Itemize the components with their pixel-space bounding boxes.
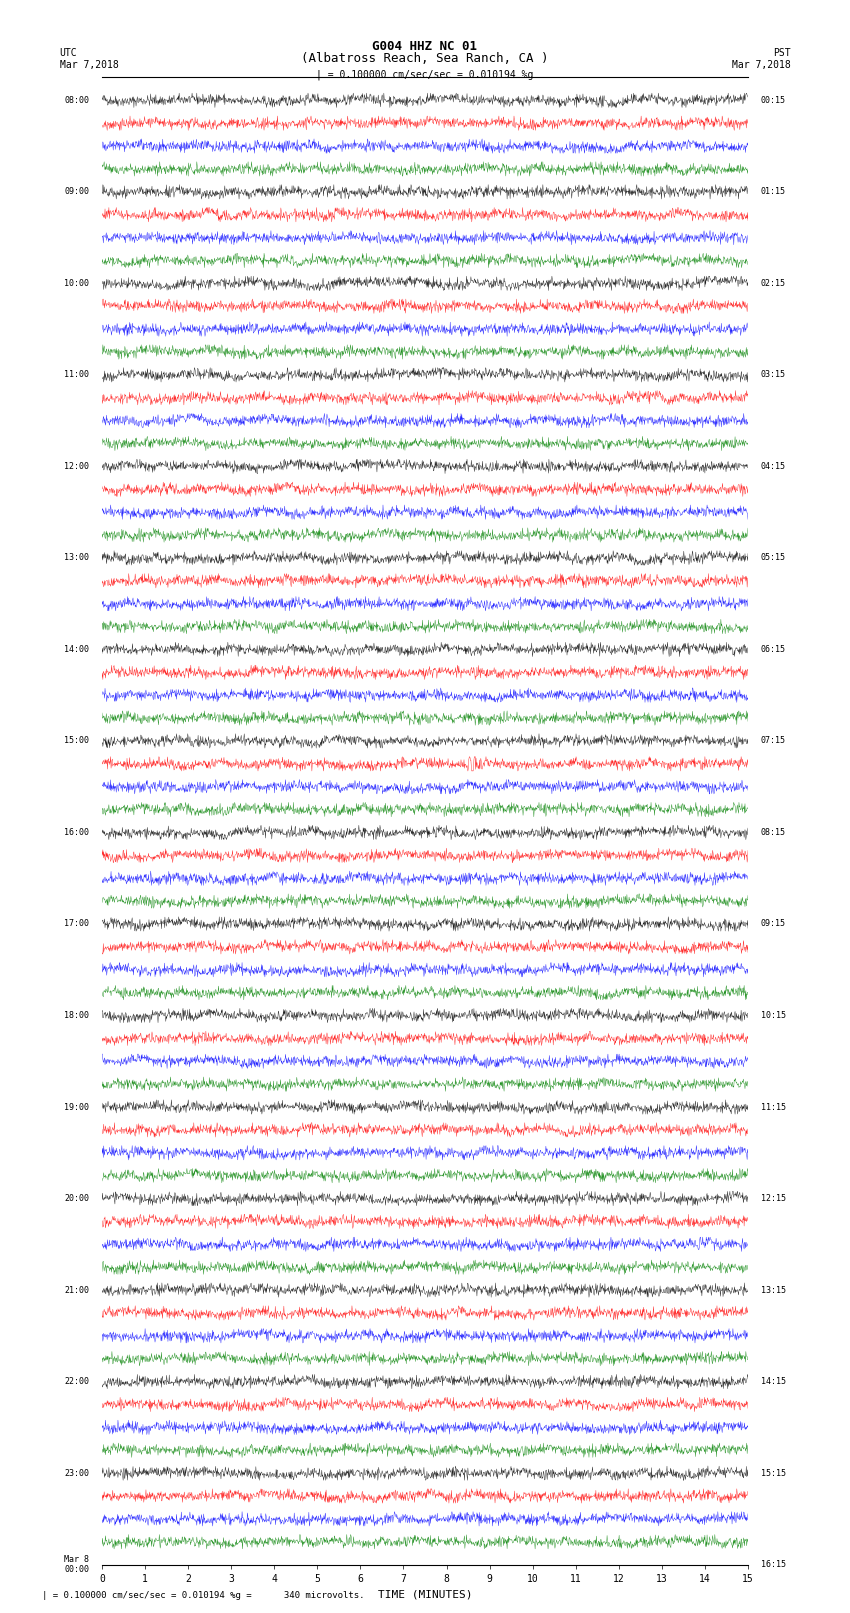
Text: 14:15: 14:15 [761, 1378, 786, 1386]
Text: 10:15: 10:15 [761, 1011, 786, 1019]
Text: 20:00: 20:00 [64, 1194, 89, 1203]
Text: 00:15: 00:15 [761, 95, 786, 105]
Text: 12:15: 12:15 [761, 1194, 786, 1203]
Text: 15:00: 15:00 [64, 737, 89, 745]
Text: 08:00: 08:00 [64, 95, 89, 105]
Text: 03:15: 03:15 [761, 371, 786, 379]
Text: 12:00: 12:00 [64, 461, 89, 471]
Text: Mar 7,2018: Mar 7,2018 [732, 60, 791, 69]
X-axis label: TIME (MINUTES): TIME (MINUTES) [377, 1589, 473, 1598]
Text: 21:00: 21:00 [64, 1286, 89, 1295]
Text: 16:15: 16:15 [761, 1560, 786, 1569]
Text: 11:00: 11:00 [64, 371, 89, 379]
Text: 05:15: 05:15 [761, 553, 786, 563]
Text: 17:00: 17:00 [64, 919, 89, 929]
Text: 19:00: 19:00 [64, 1103, 89, 1111]
Text: 02:15: 02:15 [761, 279, 786, 287]
Text: 10:00: 10:00 [64, 279, 89, 287]
Text: G004 HHZ NC 01: G004 HHZ NC 01 [372, 40, 478, 53]
Text: | = 0.100000 cm/sec/sec = 0.010194 %g: | = 0.100000 cm/sec/sec = 0.010194 %g [316, 69, 534, 81]
Text: Mar 7,2018: Mar 7,2018 [60, 60, 118, 69]
Text: 09:15: 09:15 [761, 919, 786, 929]
Text: 06:15: 06:15 [761, 645, 786, 653]
Text: | = 0.100000 cm/sec/sec = 0.010194 %g =      340 microvolts.: | = 0.100000 cm/sec/sec = 0.010194 %g = … [42, 1590, 365, 1600]
Text: 23:00: 23:00 [64, 1468, 89, 1478]
Text: 01:15: 01:15 [761, 187, 786, 197]
Text: PST: PST [773, 48, 790, 58]
Text: 18:00: 18:00 [64, 1011, 89, 1019]
Text: 13:15: 13:15 [761, 1286, 786, 1295]
Text: 14:00: 14:00 [64, 645, 89, 653]
Text: UTC: UTC [60, 48, 77, 58]
Text: 15:15: 15:15 [761, 1468, 786, 1478]
Text: 09:00: 09:00 [64, 187, 89, 197]
Text: 13:00: 13:00 [64, 553, 89, 563]
Text: 08:15: 08:15 [761, 827, 786, 837]
Text: 04:15: 04:15 [761, 461, 786, 471]
Text: 22:00: 22:00 [64, 1378, 89, 1386]
Text: Mar 8
00:00: Mar 8 00:00 [64, 1555, 89, 1574]
Text: 07:15: 07:15 [761, 737, 786, 745]
Text: (Albatross Reach, Sea Ranch, CA ): (Albatross Reach, Sea Ranch, CA ) [301, 52, 549, 65]
Text: 16:00: 16:00 [64, 827, 89, 837]
Text: 11:15: 11:15 [761, 1103, 786, 1111]
